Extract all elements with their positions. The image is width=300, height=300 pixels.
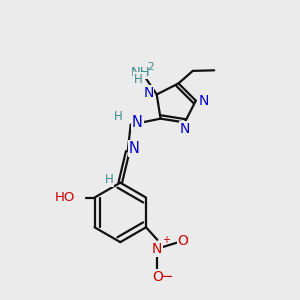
- Text: N: N: [132, 115, 143, 130]
- Text: H: H: [105, 173, 113, 186]
- Text: NH: NH: [130, 66, 150, 79]
- Text: N: N: [180, 122, 190, 136]
- Text: O: O: [152, 270, 163, 283]
- Text: O: O: [178, 234, 189, 248]
- Text: −: −: [160, 269, 173, 284]
- Text: N: N: [199, 94, 209, 108]
- Text: H: H: [114, 110, 123, 123]
- Text: 2: 2: [148, 62, 154, 72]
- Text: +: +: [162, 236, 170, 245]
- Text: N: N: [143, 86, 154, 100]
- Text: HO: HO: [55, 191, 75, 204]
- Text: H: H: [134, 73, 143, 85]
- Text: N: N: [129, 141, 140, 156]
- Text: N: N: [152, 242, 163, 256]
